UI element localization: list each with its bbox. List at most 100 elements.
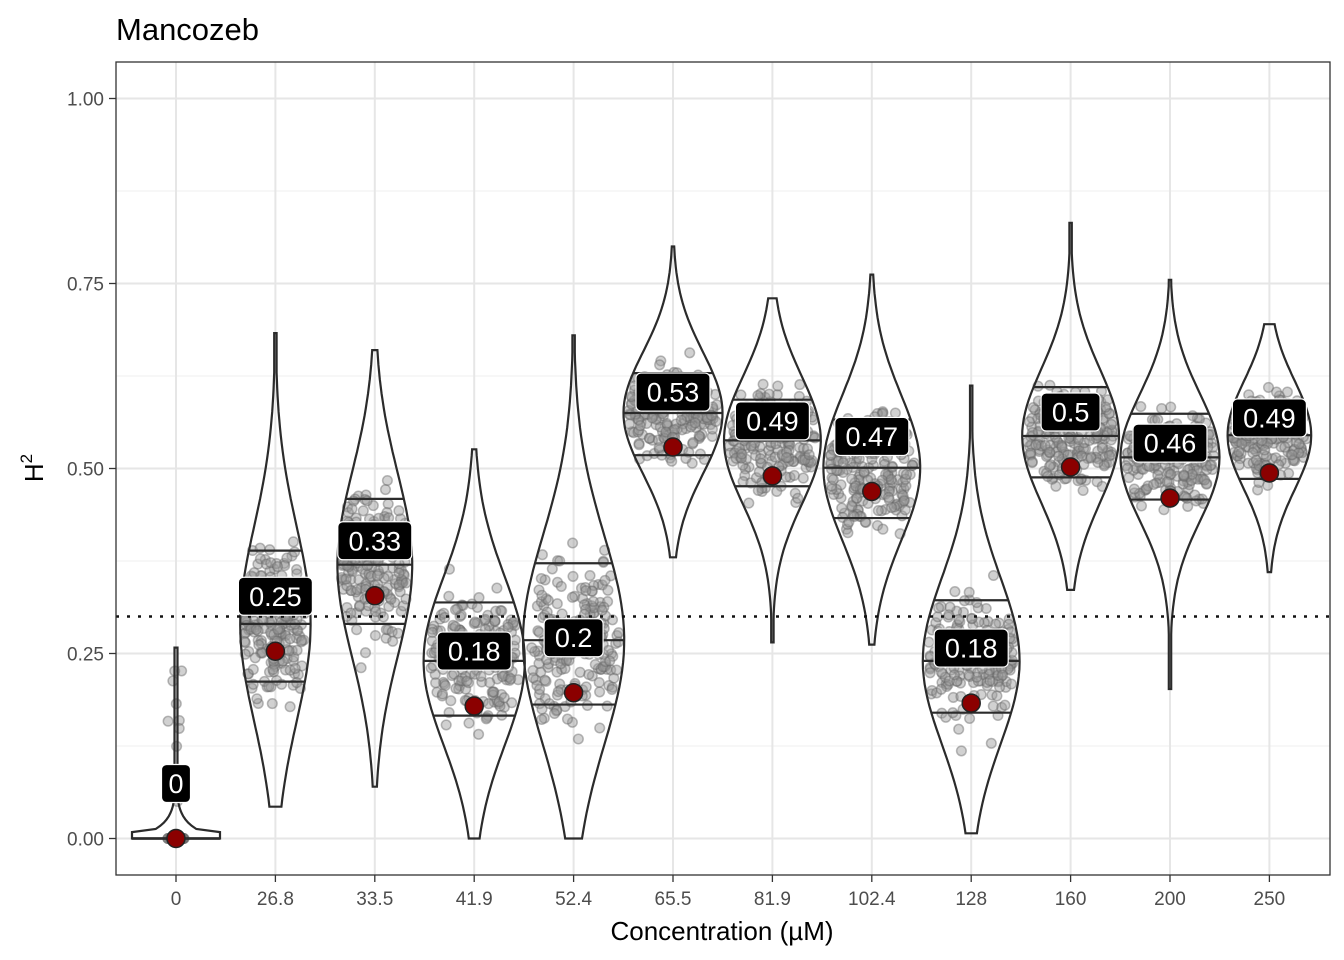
data-point xyxy=(170,698,182,710)
data-point xyxy=(892,474,904,486)
data-point xyxy=(1250,454,1262,466)
data-point xyxy=(449,621,461,633)
data-point xyxy=(604,655,616,667)
data-point xyxy=(592,662,604,675)
data-point xyxy=(846,473,858,485)
data-point xyxy=(841,518,854,531)
data-point xyxy=(654,359,666,371)
data-point xyxy=(469,616,481,628)
data-point xyxy=(1103,450,1115,462)
data-point xyxy=(784,471,796,483)
data-point xyxy=(728,447,741,459)
violin-outline xyxy=(622,245,724,559)
data-point xyxy=(735,446,747,458)
data-point xyxy=(489,615,501,627)
data-point xyxy=(491,673,503,685)
data-point xyxy=(790,496,802,509)
mean-label: 0.2 xyxy=(555,623,593,653)
data-point xyxy=(797,454,809,466)
mean-label: 0.47 xyxy=(846,422,899,452)
data-point xyxy=(886,485,898,497)
data-point xyxy=(992,676,1004,688)
data-point xyxy=(491,582,503,594)
data-point xyxy=(871,519,884,532)
data-point xyxy=(266,629,278,641)
data-point xyxy=(429,668,441,681)
data-point xyxy=(594,722,606,734)
data-point xyxy=(527,664,539,677)
data-point xyxy=(363,571,375,584)
data-point xyxy=(430,677,442,689)
violin-group-65-5 xyxy=(622,245,724,559)
data-point xyxy=(978,617,990,629)
data-point xyxy=(985,737,997,749)
y-tick-label: 0.00 xyxy=(67,830,104,851)
data-point xyxy=(850,492,862,504)
data-point xyxy=(753,466,765,478)
data-point xyxy=(990,618,1002,630)
data-point xyxy=(498,701,510,713)
data-point xyxy=(853,471,865,483)
data-point xyxy=(471,617,483,629)
data-point xyxy=(479,615,491,627)
data-point xyxy=(542,661,554,673)
data-point xyxy=(252,697,264,709)
data-point xyxy=(963,586,975,598)
data-point xyxy=(706,430,718,442)
data-point xyxy=(271,561,284,573)
data-point xyxy=(272,623,284,636)
data-point xyxy=(972,666,984,679)
data-point xyxy=(555,658,567,670)
data-point xyxy=(578,599,590,611)
data-point xyxy=(396,575,408,587)
data-point xyxy=(990,666,1002,679)
data-point xyxy=(551,689,563,701)
data-point xyxy=(964,712,976,725)
data-point xyxy=(999,699,1011,711)
data-point xyxy=(398,568,410,580)
data-point xyxy=(933,602,945,614)
data-point xyxy=(629,408,642,420)
data-point xyxy=(836,502,848,514)
data-point xyxy=(634,420,646,432)
data-point xyxy=(597,661,609,673)
data-point xyxy=(689,417,701,429)
data-point xyxy=(923,636,935,648)
data-point xyxy=(1135,500,1148,512)
data-point xyxy=(806,455,818,467)
data-point xyxy=(351,584,363,596)
data-point xyxy=(646,412,658,424)
data-point xyxy=(655,355,667,367)
data-point xyxy=(1063,432,1075,444)
data-point xyxy=(500,674,513,686)
data-point xyxy=(270,558,283,570)
data-point xyxy=(1233,446,1245,458)
data-point xyxy=(1004,664,1016,676)
data-point xyxy=(633,437,645,450)
data-point xyxy=(735,452,747,464)
data-point xyxy=(248,626,260,638)
data-point xyxy=(446,670,458,682)
data-point xyxy=(599,655,611,668)
data-point xyxy=(383,512,395,524)
data-point xyxy=(684,414,696,426)
data-point xyxy=(1123,472,1135,484)
data-point xyxy=(502,621,514,633)
data-point xyxy=(977,669,990,681)
data-point xyxy=(788,469,800,481)
data-point xyxy=(851,508,863,520)
x-tick-label: 52.4 xyxy=(555,889,592,910)
data-point xyxy=(354,600,366,612)
data-point xyxy=(476,676,488,688)
data-point xyxy=(584,602,596,614)
data-point xyxy=(350,586,362,598)
data-point xyxy=(1161,476,1173,488)
data-point xyxy=(387,635,399,647)
data-point xyxy=(605,648,617,660)
data-point xyxy=(243,624,255,636)
data-point xyxy=(883,483,896,495)
data-point xyxy=(384,592,396,604)
data-point xyxy=(274,626,287,638)
data-point xyxy=(677,418,689,430)
data-point xyxy=(780,452,793,464)
